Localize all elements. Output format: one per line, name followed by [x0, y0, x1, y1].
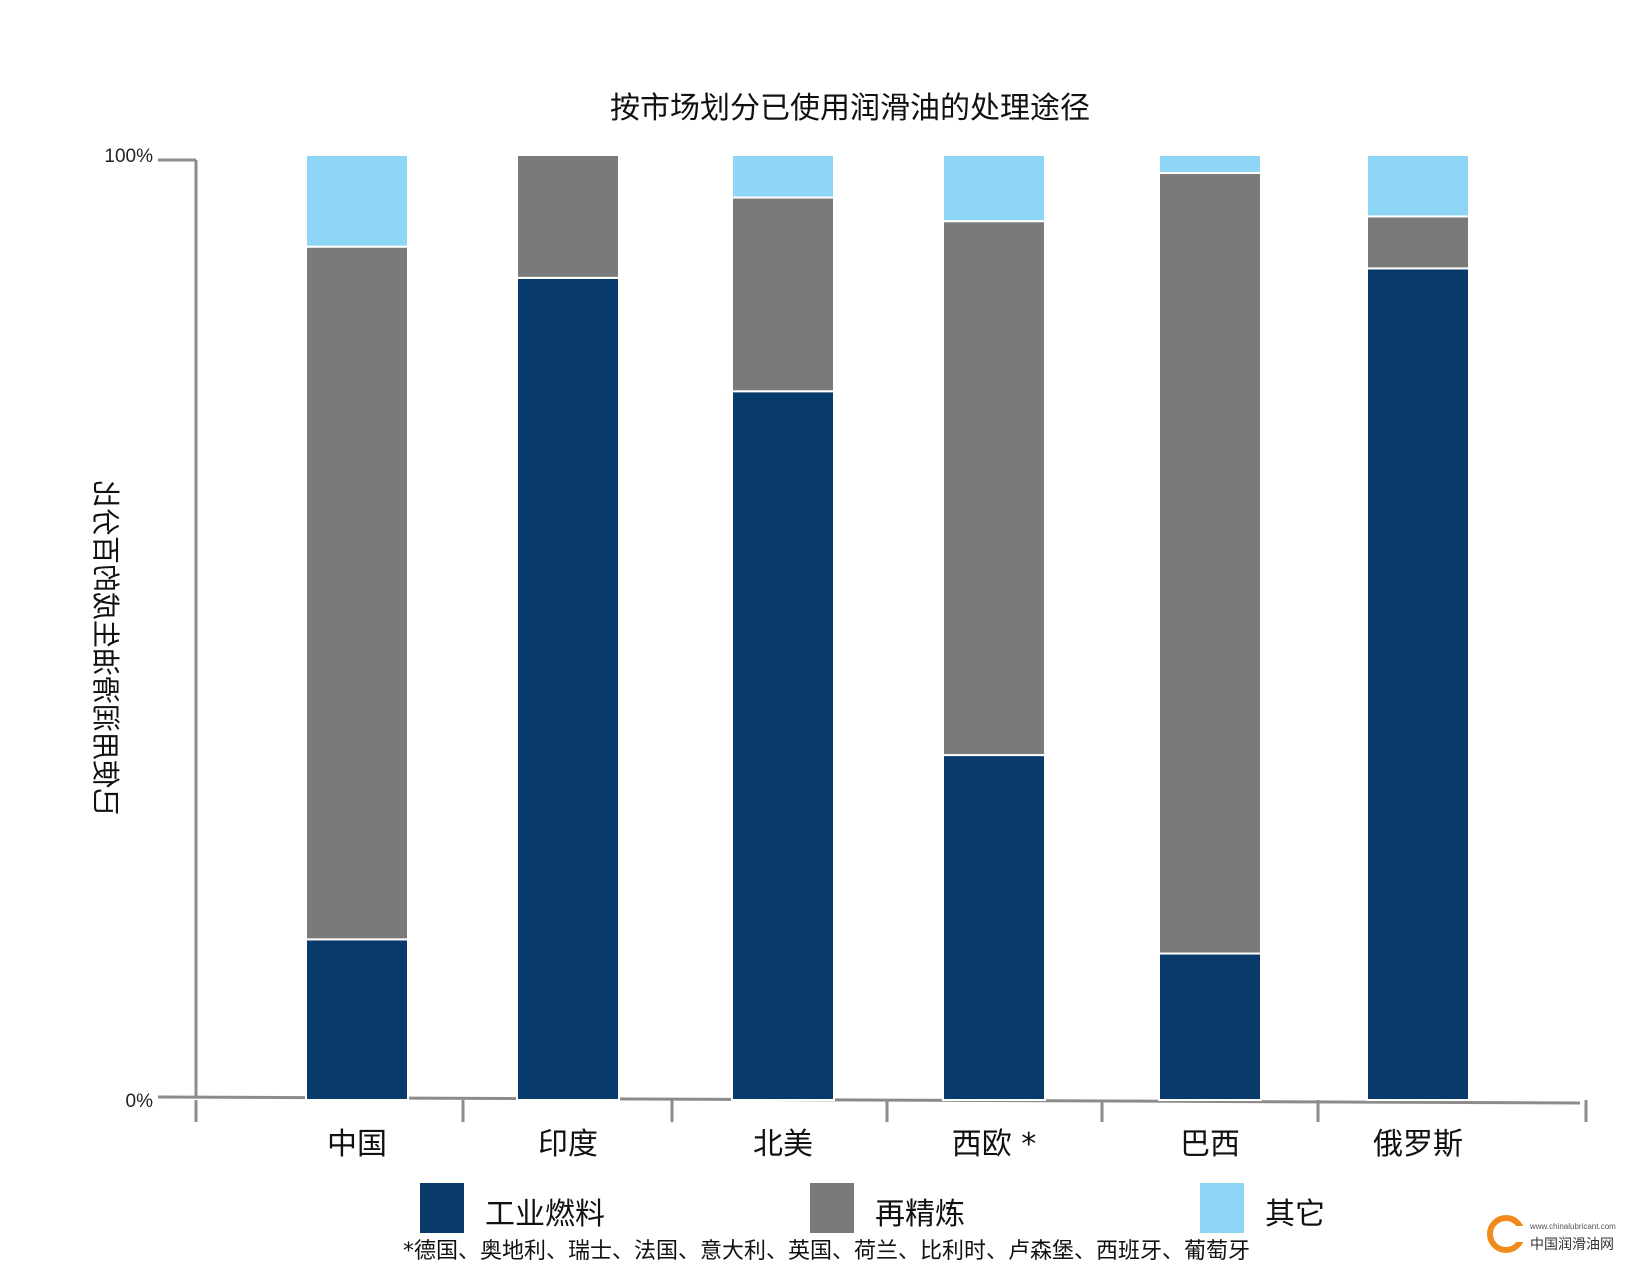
legend-swatch: [1200, 1183, 1244, 1233]
bar-segment: [731, 196, 835, 393]
x-tick-label: 西欧 *: [952, 1127, 1037, 1162]
bar-segment: [1366, 154, 1470, 218]
bar-segment: [942, 220, 1046, 757]
legend-swatch: [420, 1183, 464, 1233]
x-tick-labels: 中国 印度 北美 西欧 * 巴西 俄罗斯: [327, 1127, 1463, 1162]
bar-segment: [305, 245, 409, 941]
y-axis-label-group: 已使用润滑油生成的百分比: [89, 480, 122, 816]
y-axis-label: 已使用润滑油生成的百分比: [89, 480, 122, 816]
bar-segment: [305, 154, 409, 248]
bars: [305, 154, 1470, 1102]
bar-segment: [942, 754, 1046, 1101]
bar-segment: [516, 276, 620, 1102]
y-tick-label: 100%: [104, 146, 153, 167]
watermark: www.chinalubricant.com 中国润滑油网: [1487, 1215, 1616, 1253]
x-tick-label: 巴西: [1180, 1127, 1240, 1162]
legend: 工业燃料 再精炼 其它: [420, 1183, 1325, 1233]
x-axis-ticks: [194, 1100, 1588, 1122]
x-tick-label: 中国: [327, 1127, 387, 1162]
bar-segment: [1158, 171, 1262, 955]
bar-segment: [1366, 215, 1470, 270]
bar-segment: [1158, 154, 1262, 174]
y-tick-label: 0%: [126, 1091, 154, 1112]
x-tick-label: 俄罗斯: [1373, 1127, 1463, 1162]
chart-title: 按市场划分已使用润滑油的处理途径: [610, 91, 1090, 126]
footnote: *德国、奥地利、瑞士、法国、意大利、英国、荷兰、比利时、卢森堡、西班牙、葡萄牙: [403, 1239, 1250, 1264]
bar-segment: [1366, 267, 1470, 1101]
legend-label: 其它: [1265, 1197, 1325, 1232]
legend-label: 工业燃料: [485, 1197, 605, 1232]
y-tick-labels: 0% 100%: [104, 146, 153, 1112]
bar-segment: [1158, 952, 1262, 1102]
bar-segment: [516, 154, 620, 279]
bar-segment: [731, 154, 835, 199]
bar-segment: [305, 938, 409, 1101]
legend-swatch: [810, 1183, 854, 1233]
watermark-logo-icon: [1487, 1215, 1526, 1253]
x-tick-label: 北美: [753, 1127, 813, 1162]
watermark-url: www.chinalubricant.com: [1529, 1222, 1616, 1231]
x-tick-label: 印度: [538, 1127, 598, 1162]
bar-segment: [731, 390, 835, 1101]
legend-label: 再精炼: [875, 1197, 965, 1232]
bar-segment: [942, 154, 1046, 223]
watermark-name: 中国润滑油网: [1530, 1236, 1614, 1253]
